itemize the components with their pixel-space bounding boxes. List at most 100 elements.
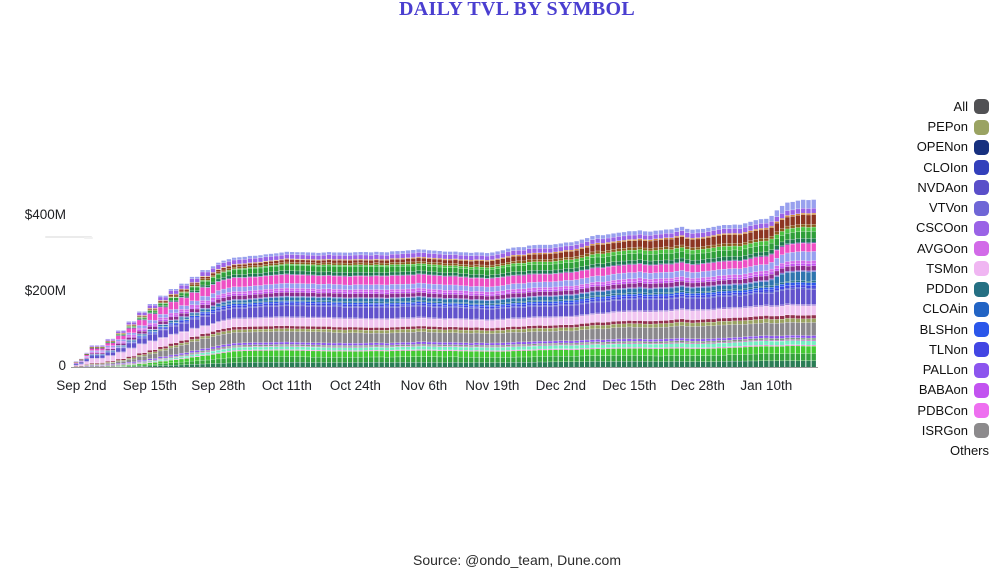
bar-day-11[interactable]	[131, 321, 137, 368]
bar-day-10[interactable]	[126, 321, 131, 368]
bar-day-44[interactable]	[305, 252, 311, 368]
bar-day-114[interactable]	[674, 227, 679, 368]
bar-day-87[interactable]	[532, 245, 537, 368]
bar-day-23[interactable]	[195, 276, 200, 368]
bar-day-40[interactable]	[284, 251, 290, 368]
bar-day-127[interactable]	[743, 223, 748, 368]
bar-day-68[interactable]	[432, 250, 437, 368]
bar-day-30[interactable]	[231, 257, 237, 368]
bar-day-2[interactable]	[84, 352, 89, 368]
bar-day-9[interactable]	[121, 330, 126, 368]
bar-day-99[interactable]	[595, 234, 600, 368]
legend-item-tsmon[interactable]: TSMon	[926, 259, 989, 279]
bar-day-20[interactable]	[179, 283, 184, 368]
bar-day-109[interactable]	[648, 231, 653, 368]
bar-day-46[interactable]	[316, 252, 321, 368]
bar-day-1[interactable]	[79, 358, 84, 368]
bar-day-138[interactable]	[801, 199, 806, 368]
bar-day-122[interactable]	[716, 225, 722, 368]
bar-day-42[interactable]	[295, 252, 300, 368]
bar-day-55[interactable]	[363, 252, 369, 368]
bar-day-32[interactable]	[242, 256, 247, 368]
bar-day-80[interactable]	[495, 251, 500, 368]
bar-day-36[interactable]	[263, 254, 268, 368]
bar-day-96[interactable]	[579, 239, 585, 368]
bar-day-48[interactable]	[326, 252, 332, 368]
bar-day-85[interactable]	[521, 247, 527, 368]
legend-item-cloion[interactable]: CLOIon	[923, 158, 989, 178]
bar-day-131[interactable]	[764, 218, 769, 368]
bar-day-14[interactable]	[147, 304, 153, 368]
bar-day-116[interactable]	[685, 228, 690, 368]
bar-day-95[interactable]	[574, 241, 579, 368]
bar-day-61[interactable]	[395, 251, 400, 368]
bar-day-25[interactable]	[205, 270, 210, 368]
legend-item-cscoon[interactable]: CSCOon	[916, 218, 989, 238]
bar-day-8[interactable]	[116, 330, 121, 368]
bar-day-21[interactable]	[184, 283, 189, 368]
bar-day-52[interactable]	[347, 252, 353, 368]
bar-day-62[interactable]	[400, 250, 405, 368]
legend-item-pallon[interactable]: PALLon	[923, 360, 989, 380]
bar-day-64[interactable]	[411, 249, 416, 368]
bar-day-115[interactable]	[679, 226, 685, 368]
bar-day-63[interactable]	[405, 250, 411, 368]
bar-day-45[interactable]	[311, 252, 316, 368]
bar-day-77[interactable]	[479, 252, 484, 368]
bar-day-28[interactable]	[221, 260, 226, 368]
bar-day-71[interactable]	[448, 251, 453, 368]
bar-day-6[interactable]	[105, 338, 110, 368]
bar-day-102[interactable]	[611, 233, 616, 368]
bar-day-35[interactable]	[258, 255, 263, 368]
bar-day-107[interactable]	[637, 230, 643, 368]
bar-day-128[interactable]	[748, 221, 753, 368]
bar-day-117[interactable]	[690, 229, 695, 368]
bar-day-67[interactable]	[426, 250, 432, 368]
bar-day-72[interactable]	[453, 251, 458, 368]
bar-day-90[interactable]	[548, 244, 553, 368]
bar-day-12[interactable]	[137, 311, 142, 368]
bar-day-39[interactable]	[279, 252, 284, 368]
bar-day-123[interactable]	[721, 224, 727, 368]
bar-day-89[interactable]	[542, 244, 548, 368]
bar-day-133[interactable]	[774, 210, 780, 368]
bar-day-43[interactable]	[300, 252, 305, 368]
legend-item-vtvon[interactable]: VTVon	[929, 198, 989, 218]
bar-day-70[interactable]	[442, 251, 448, 368]
bar-day-108[interactable]	[642, 231, 648, 368]
bar-day-101[interactable]	[606, 234, 611, 368]
bar-day-125[interactable]	[732, 224, 737, 368]
bar-day-78[interactable]	[484, 253, 490, 368]
bar-day-0[interactable]	[73, 361, 79, 368]
bar-day-135[interactable]	[785, 202, 790, 368]
legend-item-pddon[interactable]: PDDon	[926, 279, 989, 299]
bar-day-73[interactable]	[458, 252, 463, 368]
legend-item-nvdaon[interactable]: NVDAon	[917, 178, 989, 198]
legend-item-blshon[interactable]: BLSHon	[920, 320, 989, 340]
bar-day-57[interactable]	[374, 251, 379, 368]
bar-day-18[interactable]	[168, 289, 174, 368]
bar-day-134[interactable]	[779, 205, 785, 368]
bar-day-103[interactable]	[616, 232, 621, 368]
bar-day-33[interactable]	[247, 255, 253, 368]
bar-day-120[interactable]	[706, 227, 711, 368]
bar-day-16[interactable]	[158, 295, 163, 368]
bar-day-41[interactable]	[289, 252, 295, 368]
bar-day-5[interactable]	[100, 345, 105, 368]
bar-day-91[interactable]	[553, 244, 558, 368]
bar-day-27[interactable]	[216, 262, 221, 368]
bar-day-112[interactable]	[664, 229, 669, 368]
bar-day-66[interactable]	[421, 249, 426, 368]
bar-day-58[interactable]	[379, 252, 384, 368]
legend-item-all[interactable]: All	[954, 97, 989, 117]
bar-day-98[interactable]	[590, 236, 595, 368]
bar-day-65[interactable]	[416, 249, 421, 368]
bar-day-92[interactable]	[558, 243, 563, 368]
bar-day-97[interactable]	[584, 238, 590, 368]
bar-day-100[interactable]	[600, 235, 606, 368]
bar-day-82[interactable]	[505, 248, 511, 368]
bar-day-47[interactable]	[321, 252, 326, 368]
bar-day-49[interactable]	[332, 252, 337, 368]
bar-day-130[interactable]	[758, 219, 764, 368]
bar-day-93[interactable]	[563, 242, 569, 368]
